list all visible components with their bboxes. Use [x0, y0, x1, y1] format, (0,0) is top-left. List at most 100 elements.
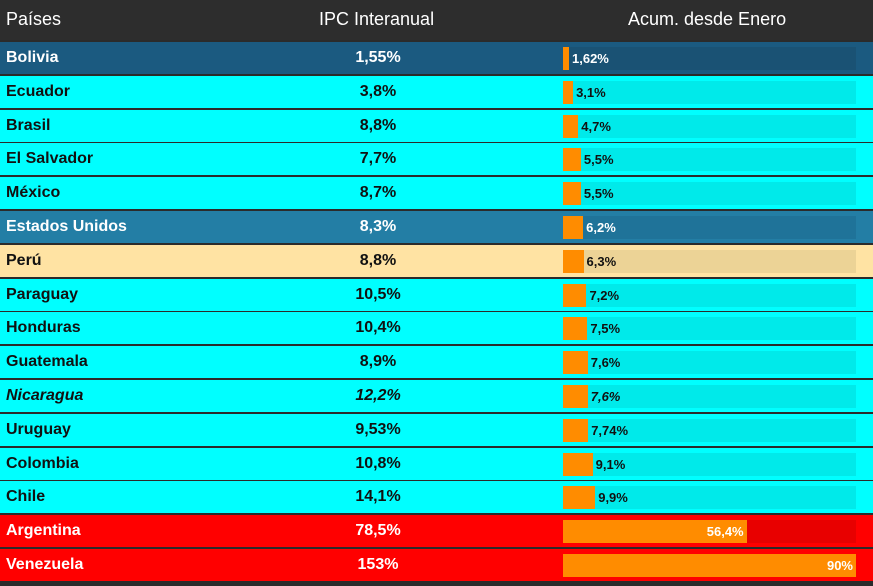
- table-row: Perú 8,8% 6,3%: [0, 244, 873, 277]
- country-name: Perú: [6, 251, 42, 269]
- ipc-value: 8,3%: [359, 218, 397, 235]
- ipc-value: 9,53%: [355, 420, 401, 438]
- ipc-value: 78,5%: [355, 522, 401, 540]
- acum-bar: [563, 351, 588, 375]
- acum-bar: [563, 249, 584, 273]
- table-row: Paraguay 10,5% 7,2%: [0, 278, 873, 311]
- acum-label: 6,3%: [586, 253, 617, 269]
- acum-bar-track: 1,62%: [563, 47, 856, 70]
- acum-label: 56,4%: [706, 524, 744, 540]
- acum-bar-track: 7,74%: [563, 418, 856, 442]
- acum-label: 7,5%: [590, 321, 621, 337]
- ipc-value: 3,8%: [359, 82, 397, 100]
- country-name: Guatemala: [6, 353, 88, 371]
- acum-label: 9,9%: [598, 490, 628, 506]
- table-row: El Salvador 7,7% 5,5%: [0, 143, 873, 176]
- country-name: Estados Unidos: [6, 218, 127, 235]
- acum-bar-track: 4,7%: [563, 114, 856, 138]
- ipc-value: 12,2%: [355, 387, 401, 404]
- acum-bar: [563, 182, 581, 206]
- header-acum: Acum. desde Enero: [628, 9, 787, 29]
- acum-bar: [563, 554, 856, 577]
- table-row: Ecuador 3,8% 3,1%: [0, 75, 873, 108]
- ipc-value: 8,8%: [359, 116, 397, 134]
- acum-label: 7,6%: [590, 389, 621, 404]
- table-row: México 8,7% 5,5%: [0, 177, 873, 210]
- ipc-value: 8,9%: [359, 353, 397, 371]
- acum-label: 3,1%: [576, 84, 606, 100]
- ipc-value: 10,4%: [355, 319, 401, 337]
- acum-label: 4,7%: [581, 118, 611, 134]
- ipc-value: 153%: [357, 556, 399, 573]
- country-name: Colombia: [6, 454, 79, 472]
- table-row: Colombia 10,8% 9,1%: [0, 447, 873, 480]
- acum-bar-track: 9,9%: [563, 486, 856, 510]
- acum-bar: [563, 385, 588, 408]
- acum-bar: [563, 317, 588, 341]
- header-ipc: IPC Interanual: [319, 9, 435, 29]
- acum-bar: [563, 80, 574, 104]
- acum-bar: [563, 283, 587, 307]
- table-row: Chile 14,1% 9,9%: [0, 481, 873, 514]
- country-name: Argentina: [6, 522, 81, 540]
- acum-bar: [563, 418, 589, 442]
- acum-label: 9,1%: [595, 456, 626, 472]
- acum-bar-track: 3,1%: [563, 80, 856, 104]
- table-row: Bolivia 1,55% 1,62%: [0, 42, 873, 74]
- country-name: Venezuela: [6, 556, 84, 573]
- acum-label: 90%: [826, 558, 853, 573]
- acum-bar: [563, 486, 596, 510]
- table-row: Venezuela 153% 90%: [0, 549, 873, 581]
- ipc-value: 8,8%: [359, 251, 397, 269]
- country-name: El Salvador: [6, 150, 94, 168]
- acum-bar-track: 7,6%: [563, 385, 856, 408]
- acum-bar: [563, 148, 581, 172]
- acum-bar-track: 7,6%: [563, 351, 856, 375]
- acum-label: 6,2%: [586, 220, 616, 235]
- table-row: Honduras 10,4% 7,5%: [0, 312, 873, 345]
- acum-bar-track: 56,4%: [563, 520, 856, 544]
- ipc-value: 7,7%: [359, 150, 397, 168]
- acum-bar-track: 6,2%: [563, 216, 856, 239]
- ipc-value: 10,5%: [355, 285, 401, 303]
- acum-label: 5,5%: [583, 152, 614, 168]
- ipc-value: 14,1%: [355, 488, 401, 506]
- country-name: Chile: [6, 488, 46, 506]
- acum-bar-track: 7,2%: [563, 283, 856, 307]
- country-name: México: [6, 184, 61, 202]
- table-row: Brasil 8,8% 4,7%: [0, 109, 873, 142]
- country-name: Nicaragua: [6, 387, 84, 404]
- country-name: Paraguay: [6, 285, 79, 303]
- acum-bar-track: 5,5%: [563, 182, 856, 206]
- table-row: Estados Unidos 8,3% 6,2%: [0, 211, 873, 243]
- country-name: Ecuador: [6, 82, 71, 100]
- acum-bar: [563, 520, 747, 544]
- table-header: Países IPC Interanual Acum. desde Enero: [0, 0, 873, 40]
- acum-bar-track: 90%: [563, 554, 856, 577]
- table-row: Nicaragua 12,2% 7,6%: [0, 380, 873, 412]
- acum-label: 7,2%: [589, 287, 620, 303]
- acum-label: 7,74%: [591, 422, 629, 438]
- ipc-value: 8,7%: [359, 184, 397, 202]
- table-row: Argentina 78,5% 56,4%: [0, 515, 873, 548]
- acum-bar-track: 7,5%: [563, 317, 856, 341]
- table-row: Uruguay 9,53% 7,74%: [0, 413, 873, 446]
- acum-bar-track: 9,1%: [563, 452, 856, 476]
- header-countries: Países: [6, 9, 62, 29]
- country-name: Uruguay: [6, 420, 71, 438]
- table-row: Guatemala 8,9% 7,6%: [0, 346, 873, 379]
- acum-bar: [563, 47, 569, 70]
- acum-label: 1,62%: [572, 51, 609, 66]
- ipc-value: 10,8%: [355, 454, 401, 472]
- acum-bar: [563, 452, 593, 476]
- ipc-value: 1,55%: [355, 49, 401, 66]
- country-name: Bolivia: [6, 49, 59, 66]
- acum-bar-track: 5,5%: [563, 148, 856, 172]
- acum-label: 7,6%: [590, 355, 621, 371]
- country-name: Honduras: [6, 319, 81, 337]
- acum-bar-track: 6,3%: [563, 249, 856, 273]
- country-name: Brasil: [6, 116, 51, 134]
- acum-bar: [563, 114, 579, 138]
- acum-label: 5,5%: [583, 186, 614, 202]
